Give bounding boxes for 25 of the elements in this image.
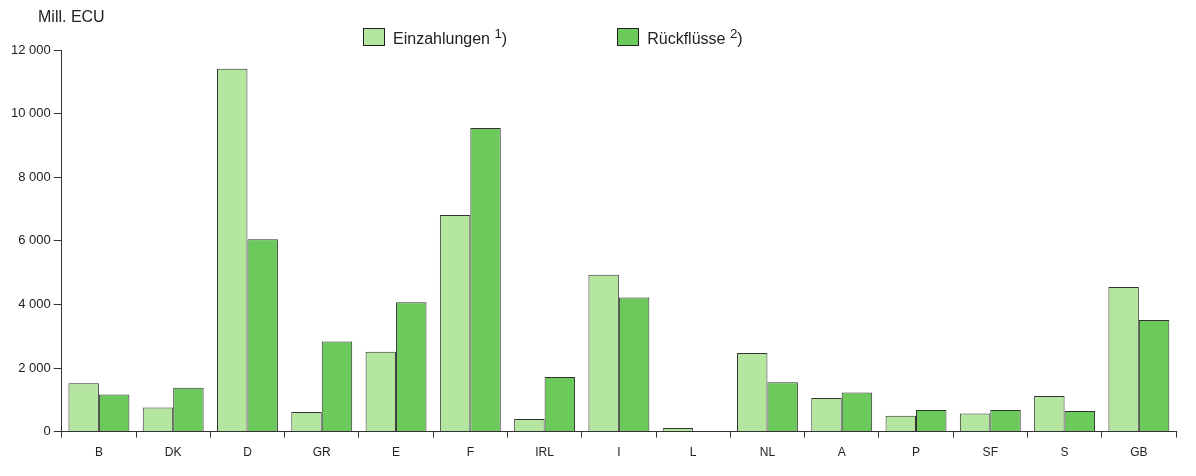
x-tick-label: S: [1060, 445, 1069, 460]
y-tick-label: 12 000: [11, 41, 51, 57]
x-tick-label: SF: [982, 445, 998, 460]
x-tick-label: GB: [1130, 445, 1148, 460]
y-tick-label: 2 000: [18, 359, 51, 375]
x-tick-label: IRL: [535, 445, 555, 460]
legend-label: Rückflüsse $^{2}$): [647, 26, 743, 49]
x-tick-label: I: [617, 445, 621, 460]
x-tick-label: DK: [164, 445, 182, 460]
x-tick-label: A: [837, 445, 846, 460]
y-tick-label: 0: [43, 423, 51, 439]
x-tick-label: NL: [759, 445, 776, 460]
y-tick-label: 10 000: [11, 105, 51, 121]
y-tick-label: 6 000: [18, 232, 51, 248]
x-tick-label: GR: [312, 445, 332, 460]
y-axis-title: Mill. ECU: [38, 8, 105, 26]
x-tick-label: P: [912, 445, 921, 460]
x-tick-label: F: [466, 445, 474, 460]
x-tick-label: D: [243, 445, 253, 460]
y-tick-label: 4 000: [18, 295, 51, 311]
x-tick-label: B: [94, 445, 103, 460]
x-tick-label: E: [392, 445, 401, 460]
x-tick-label: L: [689, 445, 697, 460]
y-tick-label: 8 000: [18, 168, 51, 184]
legend-label: Einzahlungen $^{1}$): [393, 26, 508, 49]
